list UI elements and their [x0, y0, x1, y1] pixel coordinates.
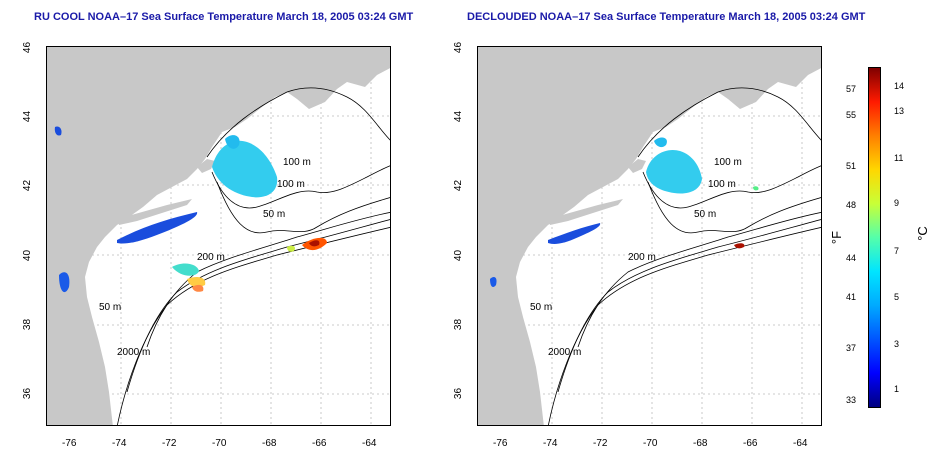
cb-f-44: 44 — [846, 253, 857, 263]
right-x-tick-68: -68 — [693, 438, 708, 449]
left-contour-50m-south: 50 m — [99, 302, 122, 313]
left-y-tick-44: 44 — [22, 110, 34, 123]
right-land — [478, 47, 821, 425]
left-contours — [117, 87, 390, 425]
left-contour-100m-a: 100 m — [283, 157, 311, 168]
cb-f-37: 37 — [846, 343, 857, 353]
right-x-tick-66: -66 — [743, 438, 758, 449]
right-x-tick-72: -72 — [593, 438, 608, 449]
left-x-tick-70: -70 — [212, 438, 227, 449]
right-contour-50m: 50 m — [694, 209, 717, 220]
cb-f-33: 33 — [846, 395, 857, 405]
right-y-tick-38: 38 — [453, 318, 465, 331]
cb-f-57: 57 — [846, 84, 857, 94]
right-y-tick-46: 46 — [453, 41, 465, 54]
cb-f-41: 41 — [846, 292, 857, 302]
left-y-tick-42: 42 — [22, 179, 34, 192]
temperature-colorbar — [868, 67, 881, 408]
right-contour-100m-a: 100 m — [714, 157, 742, 168]
right-sst-map: 100 m 100 m 50 m 200 m 50 m 2000 m — [477, 46, 822, 426]
left-map-title: RU COOL NOAA–17 Sea Surface Temperature … — [34, 11, 414, 23]
right-y-tick-44: 44 — [453, 110, 465, 123]
left-long-island — [117, 199, 192, 225]
left-cape-cod — [197, 159, 215, 173]
left-contour-50m: 50 m — [263, 209, 286, 220]
cb-c-5: 5 — [894, 292, 900, 302]
right-x-tick-64: -64 — [793, 438, 808, 449]
right-sst-patches — [490, 137, 759, 287]
right-x-tick-74: -74 — [543, 438, 558, 449]
right-contour-200m: 200 m — [628, 252, 656, 263]
left-map-canvas — [47, 47, 390, 425]
cb-fahrenheit-unit: °F — [829, 230, 845, 245]
cb-c-13: 13 — [894, 106, 905, 116]
right-map-title: DECLOUDED NOAA–17 Sea Surface Temperatur… — [467, 11, 866, 23]
left-land — [47, 47, 390, 425]
left-contour-2000m: 2000 m — [117, 347, 151, 358]
left-x-tick-66: -66 — [312, 438, 327, 449]
right-cape-cod — [628, 159, 646, 173]
cb-c-3: 3 — [894, 339, 900, 349]
right-y-tick-40: 40 — [453, 249, 465, 262]
left-contour-100m-b: 100 m — [277, 179, 305, 190]
cb-c-11: 11 — [894, 153, 904, 163]
cb-c-14: 14 — [894, 81, 905, 91]
cb-f-51: 51 — [846, 161, 857, 171]
left-y-tick-46: 46 — [22, 41, 34, 54]
right-x-tick-70: -70 — [643, 438, 658, 449]
left-x-tick-72: -72 — [162, 438, 177, 449]
right-contours — [548, 87, 821, 425]
right-y-tick-36: 36 — [453, 387, 465, 400]
cb-c-7: 7 — [894, 246, 900, 256]
left-contour-200m: 200 m — [197, 252, 225, 263]
left-x-tick-76: -76 — [62, 438, 77, 449]
left-grid — [47, 47, 390, 425]
right-x-tick-76: -76 — [493, 438, 508, 449]
left-x-tick-74: -74 — [112, 438, 127, 449]
left-sst-map: 100 m 100 m 50 m 200 m 50 m 2000 m — [46, 46, 391, 426]
cb-f-48: 48 — [846, 200, 857, 210]
right-long-island — [548, 199, 623, 225]
right-contour-100m-b: 100 m — [708, 179, 736, 190]
right-contour-50m-south: 50 m — [530, 302, 553, 313]
left-x-tick-68: -68 — [262, 438, 277, 449]
left-x-tick-64: -64 — [362, 438, 377, 449]
right-y-tick-42: 42 — [453, 179, 465, 192]
left-y-tick-40: 40 — [22, 249, 34, 262]
left-sst-patches — [54, 126, 327, 293]
right-map-canvas — [478, 47, 821, 425]
left-y-tick-36: 36 — [22, 387, 34, 400]
cb-c-9: 9 — [894, 198, 900, 208]
right-contour-2000m: 2000 m — [548, 347, 582, 358]
left-y-tick-38: 38 — [22, 318, 34, 331]
cb-f-55: 55 — [846, 110, 857, 120]
cb-c-1: 1 — [894, 384, 900, 394]
cb-celsius-unit: °C — [914, 226, 930, 241]
